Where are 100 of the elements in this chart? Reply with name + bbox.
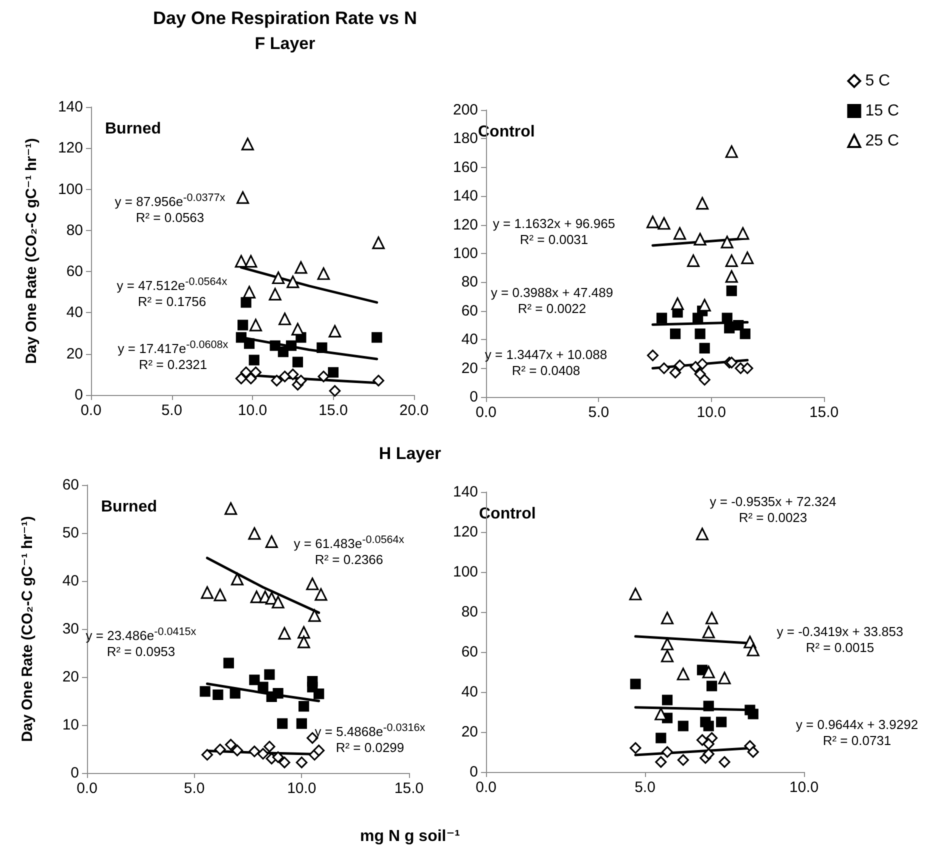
legend-label: 25 C xyxy=(865,132,899,150)
point xyxy=(718,756,730,768)
point xyxy=(268,288,282,300)
y-tick-label: 60 xyxy=(461,644,478,660)
point xyxy=(702,748,714,760)
point xyxy=(200,586,214,599)
point xyxy=(656,312,668,324)
point xyxy=(724,322,735,334)
y-tick-label: 40 xyxy=(66,304,83,322)
x-tick-label: 15.0 xyxy=(809,404,839,421)
point xyxy=(658,217,670,230)
point xyxy=(314,588,328,601)
point xyxy=(236,332,246,343)
point xyxy=(646,350,659,362)
point xyxy=(214,588,226,602)
point xyxy=(245,372,257,384)
y-tick-label: 20 xyxy=(66,345,83,362)
x-tick-label: 0.0 xyxy=(476,404,496,421)
point xyxy=(318,370,330,382)
y-tick-label: 120 xyxy=(452,216,478,234)
annotation: y = 1.3447x + 10.088 R² = 0.0408 xyxy=(484,347,608,379)
chart-subtitle: F Layer xyxy=(254,34,316,54)
y-tick-label: 60 xyxy=(62,476,79,494)
point xyxy=(258,682,268,692)
point xyxy=(696,196,709,210)
point xyxy=(287,368,299,380)
y-tick-label: 0 xyxy=(470,388,478,406)
y-tick-label: 100 xyxy=(452,245,478,262)
y-axis-title: Day One Rate (CO₂-C gC⁻¹ hr⁻¹) xyxy=(23,138,40,364)
point xyxy=(270,374,283,386)
point xyxy=(286,276,300,288)
annotation: y = 1.1632x + 96.965 R² = 0.0031 xyxy=(492,216,616,248)
point xyxy=(248,354,260,366)
y-tick-label: 0 xyxy=(470,764,478,780)
point xyxy=(314,688,324,700)
point xyxy=(278,627,291,640)
point xyxy=(646,216,660,228)
legend-label: 15 C xyxy=(865,102,899,120)
x-tick-label: 10.0 xyxy=(696,404,726,421)
point xyxy=(660,650,674,662)
y-tick-label: 120 xyxy=(452,524,478,540)
point xyxy=(740,328,750,340)
point xyxy=(295,374,307,386)
point xyxy=(224,502,238,515)
point xyxy=(308,609,321,622)
point xyxy=(372,236,385,250)
point xyxy=(241,138,254,150)
point xyxy=(230,572,244,586)
point xyxy=(674,227,686,240)
point xyxy=(296,756,308,768)
point xyxy=(660,612,674,624)
point xyxy=(630,678,641,690)
point xyxy=(329,385,341,397)
point xyxy=(718,672,731,684)
point xyxy=(200,686,210,697)
point xyxy=(257,748,269,760)
x-tick-label: 20.0 xyxy=(399,402,429,419)
point xyxy=(264,669,275,680)
point xyxy=(249,318,262,332)
point xyxy=(694,232,706,246)
x-tick-label: 10.0 xyxy=(238,402,268,419)
point xyxy=(748,708,758,720)
y-tick-label: 140 xyxy=(58,98,83,116)
y-tick-label: 20 xyxy=(62,668,79,686)
point xyxy=(242,286,256,298)
point xyxy=(694,328,706,340)
annotation: y = 61.483e$^{-0.0564x}$ R² = 0.2366 xyxy=(294,532,404,568)
annotation: y = 87.956e$^{-0.0377x}$ R² = 0.0563 xyxy=(114,190,226,226)
point xyxy=(725,270,738,283)
y-tick-label: 100 xyxy=(452,564,478,580)
point xyxy=(726,286,737,296)
y-tick-label: 40 xyxy=(62,572,79,590)
point xyxy=(741,252,754,264)
point xyxy=(294,261,308,274)
point xyxy=(716,716,727,728)
point xyxy=(264,740,276,752)
y-tick-label: 180 xyxy=(452,130,478,148)
point xyxy=(278,346,288,358)
point xyxy=(703,700,714,712)
x-tick-label: 5.0 xyxy=(634,779,656,796)
annotation: Burned xyxy=(105,120,161,138)
point xyxy=(696,358,708,370)
y-tick-label: 40 xyxy=(461,684,478,700)
point xyxy=(214,744,226,756)
point xyxy=(661,746,674,758)
annotation: Control xyxy=(479,506,536,522)
point xyxy=(658,362,670,374)
point xyxy=(669,366,682,378)
point xyxy=(736,227,750,240)
y-tick-label: 140 xyxy=(452,484,478,500)
y-axis-title: Day One Rate (CO₂-C gC⁻¹ hr⁻¹) xyxy=(19,516,36,742)
y-tick-label: 80 xyxy=(66,222,83,239)
point xyxy=(250,590,263,604)
y-tick-label: 20 xyxy=(461,724,478,740)
point xyxy=(272,596,284,608)
point xyxy=(674,360,686,372)
point xyxy=(660,638,674,650)
point xyxy=(278,756,290,768)
point xyxy=(298,636,310,648)
y-tick-label: 20 xyxy=(461,360,478,377)
